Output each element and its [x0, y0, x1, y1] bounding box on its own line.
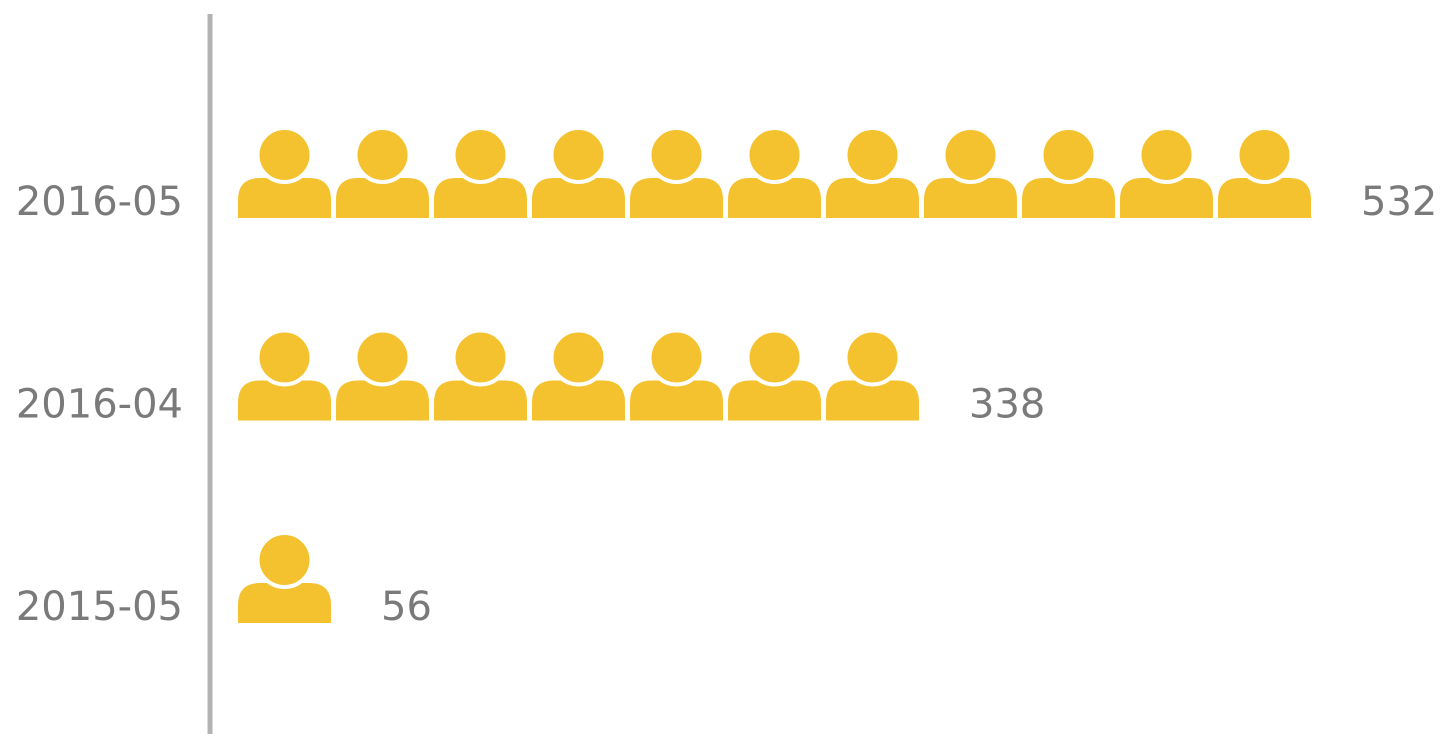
icon-head	[255, 531, 314, 589]
value-label: 56	[381, 584, 432, 630]
icon-body	[238, 178, 331, 218]
value-label: 338	[969, 382, 1045, 428]
icon-body	[826, 380, 919, 421]
icon-body	[238, 380, 331, 421]
icon-head	[647, 126, 706, 184]
icon-head	[843, 328, 902, 387]
icon-head	[549, 126, 608, 184]
icon-row	[238, 328, 919, 421]
icon-body	[238, 583, 331, 623]
icon-body	[1120, 178, 1213, 218]
icon-head	[1039, 126, 1098, 184]
icon-head	[745, 126, 804, 184]
icon-body	[532, 178, 625, 218]
icon-row	[238, 531, 331, 623]
icon-head	[745, 328, 804, 387]
icon-body	[336, 380, 429, 421]
icon-head	[1235, 126, 1294, 184]
icon-head	[255, 328, 314, 387]
icon-head	[549, 328, 608, 387]
category-label: 2016-05	[16, 179, 183, 225]
icon-head	[353, 126, 412, 184]
value-label: 532	[1361, 179, 1437, 225]
icon-body	[630, 178, 723, 218]
category-label: 2015-05	[16, 584, 183, 630]
icon-row	[238, 126, 1311, 218]
icon-body	[728, 178, 821, 218]
icon-body	[1218, 178, 1311, 218]
icon-body	[1022, 178, 1115, 218]
icon-body	[434, 380, 527, 421]
icon-body	[630, 380, 723, 421]
icon-head	[451, 328, 510, 387]
icon-body	[826, 178, 919, 218]
icon-head	[255, 126, 314, 184]
icon-head	[353, 328, 412, 387]
icon-body	[924, 178, 1017, 218]
icon-head	[647, 328, 706, 387]
icon-head	[843, 126, 902, 184]
icon-head	[941, 126, 1000, 184]
icon-body	[434, 178, 527, 218]
icon-head	[1137, 126, 1196, 184]
icon-head	[451, 126, 510, 184]
icon-body	[532, 380, 625, 421]
category-label: 2016-04	[16, 382, 183, 428]
icon-body	[728, 380, 821, 421]
icon-body	[336, 178, 429, 218]
